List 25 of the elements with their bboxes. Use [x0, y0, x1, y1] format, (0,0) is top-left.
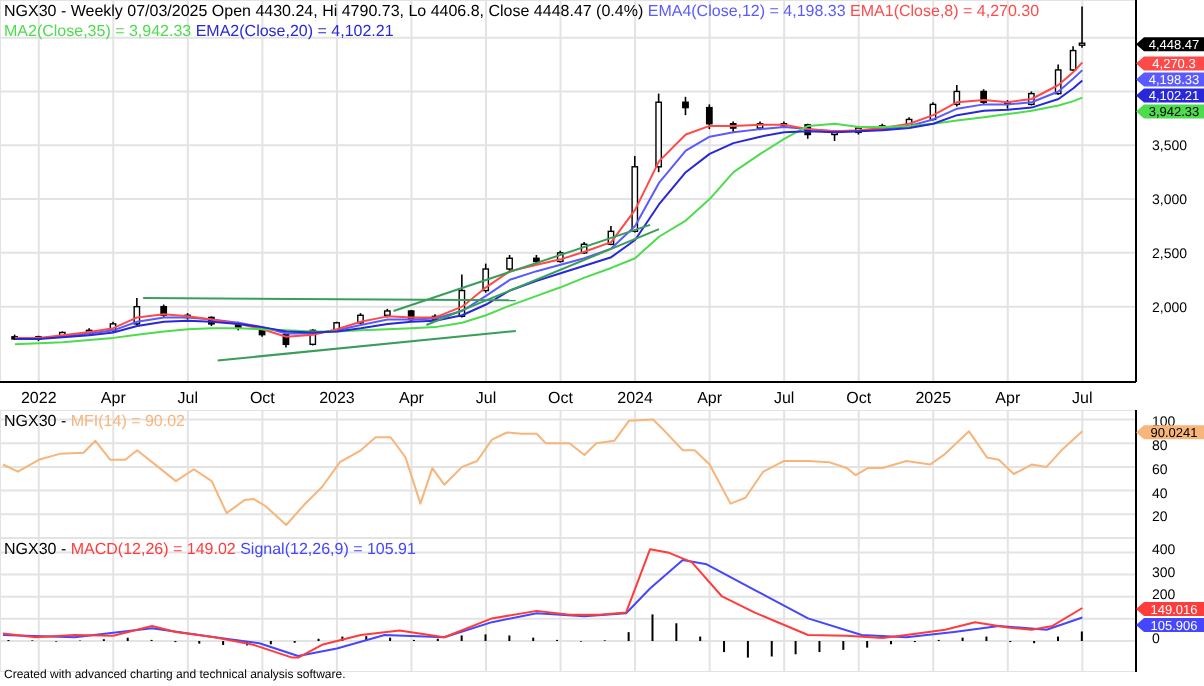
text: MACD(12,26) = 149.02	[70, 540, 236, 558]
x-tick-label: Jul	[773, 389, 795, 408]
x-tick-label: Apr	[100, 389, 127, 408]
chart-title: NGX30 - Weekly 07/03/2025 Open 4430.24, Hi 4790.73, Lo 4406.8, Close 4448.47 (0.4%)	[4, 2, 644, 20]
text: EMA2(Close,20) = 4,102.21	[195, 22, 394, 40]
text: EMA1(Close,8) = 4,270.30	[850, 2, 1040, 20]
x-tick-label: Apr	[399, 389, 425, 408]
x-tick-label: Jul	[475, 389, 497, 408]
text: MA2(Close,35) = 3,942.33	[4, 22, 192, 40]
chart-title: NGX30 -	[4, 540, 67, 558]
x-tick-label: Jul	[1072, 389, 1093, 408]
x-tick-label: 2022	[20, 389, 58, 408]
text: Signal(12,26,9) = 105.91	[240, 540, 416, 558]
x-tick-label: 2025	[915, 389, 953, 408]
chart-title: NGX30 -	[4, 412, 67, 430]
x-tick-label: Jul	[177, 389, 199, 408]
x-tick-label: 2024	[617, 389, 654, 408]
x-tick-label: Apr	[697, 389, 723, 408]
text: EMA4(Close,12) = 4,198.33	[647, 2, 846, 20]
series-label: MFI(14) = 90.02	[70, 412, 185, 430]
x-tick-label: 2023	[319, 389, 356, 408]
x-tick-label: Apr	[995, 389, 1021, 408]
x-tick-label: Oct	[249, 389, 277, 408]
x-tick-label: Oct	[548, 389, 575, 408]
x-tick-label: Oct	[846, 389, 873, 408]
